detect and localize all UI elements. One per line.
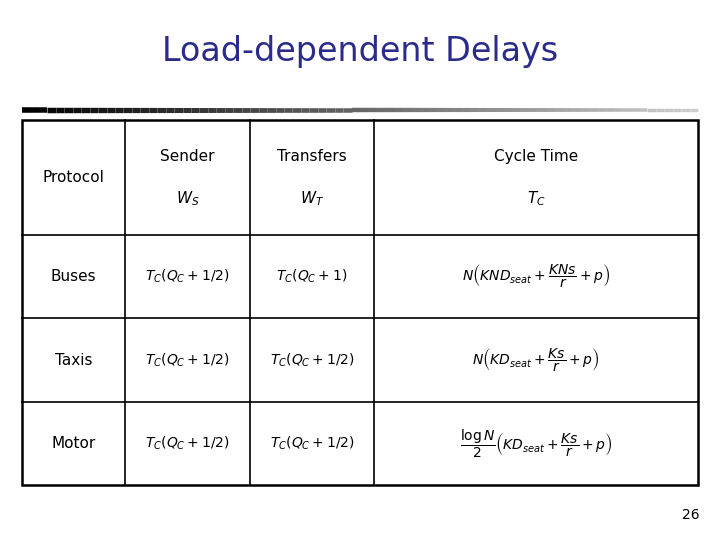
Text: $W_T$: $W_T$ — [300, 189, 324, 207]
Text: Motor: Motor — [51, 436, 96, 451]
Text: Buses: Buses — [51, 269, 96, 284]
Text: $W_S$: $W_S$ — [176, 189, 199, 207]
Text: Taxis: Taxis — [55, 353, 92, 368]
Text: $T_C$: $T_C$ — [527, 189, 546, 207]
Text: Transfers: Transfers — [277, 150, 347, 164]
Bar — [22, 120, 698, 485]
Text: $T_C(Q_C+1/2)$: $T_C(Q_C+1/2)$ — [145, 268, 230, 286]
Text: $N\left(KND_{seat}+\dfrac{KNs}{r}+p\right)$: $N\left(KND_{seat}+\dfrac{KNs}{r}+p\righ… — [462, 263, 611, 291]
Text: Cycle Time: Cycle Time — [494, 150, 578, 164]
Text: $T_C(Q_C+1/2)$: $T_C(Q_C+1/2)$ — [270, 435, 354, 452]
Text: Protocol: Protocol — [42, 170, 104, 185]
Text: $T_C(Q_C+1)$: $T_C(Q_C+1)$ — [276, 268, 348, 286]
Text: $\dfrac{\log N}{2}\left(KD_{seat}+\dfrac{Ks}{r}+p\right)$: $\dfrac{\log N}{2}\left(KD_{seat}+\dfrac… — [460, 427, 613, 460]
Text: 26: 26 — [683, 508, 700, 522]
Text: $N\left(KD_{seat}+\dfrac{Ks}{r}+p\right)$: $N\left(KD_{seat}+\dfrac{Ks}{r}+p\right)… — [472, 346, 600, 374]
Text: $T_C(Q_C+1/2)$: $T_C(Q_C+1/2)$ — [145, 435, 230, 452]
Text: Sender: Sender — [160, 150, 215, 164]
Text: $T_C(Q_C+1/2)$: $T_C(Q_C+1/2)$ — [145, 352, 230, 369]
Text: $T_C(Q_C+1/2)$: $T_C(Q_C+1/2)$ — [270, 352, 354, 369]
Text: Load-dependent Delays: Load-dependent Delays — [162, 36, 558, 69]
